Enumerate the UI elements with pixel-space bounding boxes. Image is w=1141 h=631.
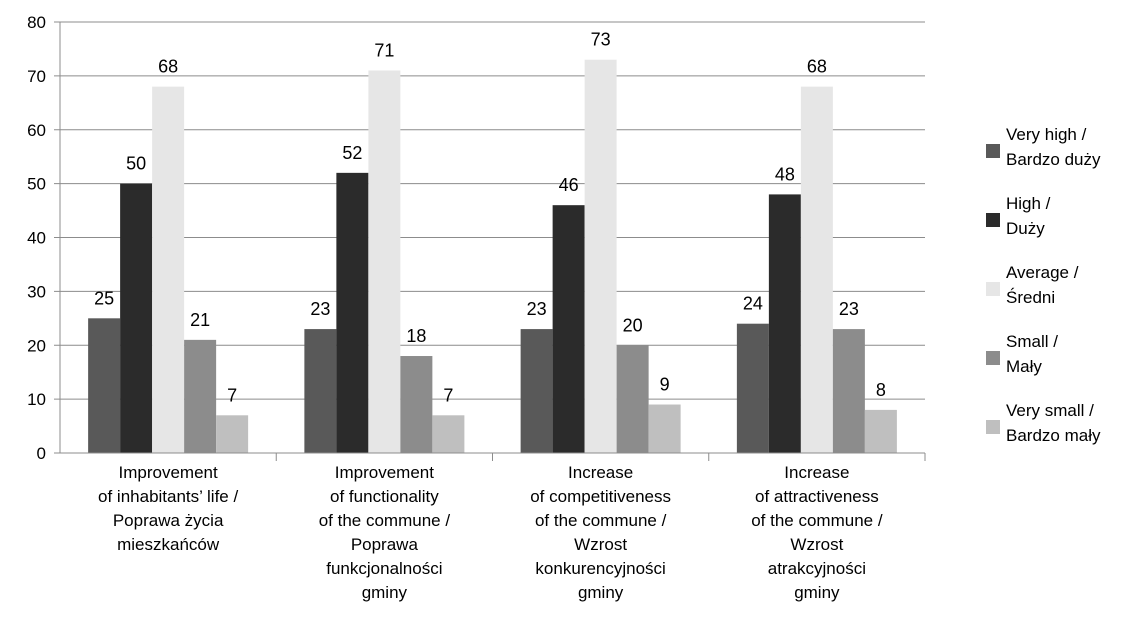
category-label: gminy	[578, 583, 624, 602]
legend-swatch	[986, 282, 1000, 296]
y-tick-label: 0	[37, 444, 46, 463]
bar	[616, 345, 649, 453]
category-label: Improvement	[335, 463, 434, 482]
legend-label: Average /	[1006, 263, 1079, 282]
bar	[400, 356, 433, 453]
bar	[584, 59, 617, 454]
data-label: 23	[310, 299, 330, 319]
bar	[152, 86, 185, 454]
data-label: 20	[623, 315, 643, 335]
category-label: Wzrost	[574, 535, 627, 554]
data-label: 7	[443, 385, 453, 405]
bar	[520, 329, 553, 453]
legend-label: Very high /	[1006, 125, 1087, 144]
bar	[88, 318, 121, 453]
category-label: gminy	[794, 583, 840, 602]
legend-label: High /	[1006, 194, 1051, 213]
category-label: of competitiveness	[530, 487, 671, 506]
legend-label: Mały	[1006, 357, 1042, 376]
y-tick-label: 10	[27, 390, 46, 409]
bar	[800, 86, 833, 454]
category-label: Increase	[568, 463, 633, 482]
y-tick-label: 50	[27, 175, 46, 194]
category-label: of inhabitants’ life /	[98, 487, 238, 506]
bar	[648, 404, 681, 453]
data-label: 71	[374, 40, 394, 60]
data-label: 9	[660, 375, 670, 395]
bar	[832, 329, 865, 453]
category-label: funkcjonalności	[326, 559, 442, 578]
category-label: of the commune /	[535, 511, 667, 530]
category-label: of the commune /	[319, 511, 451, 530]
y-tick-label: 80	[27, 13, 46, 32]
legend-swatch	[986, 213, 1000, 227]
legend-swatch	[986, 144, 1000, 158]
labels: 0 10 20 30 40 50 60 70 80 25 50 68 21 7 Improvement of …	[27, 13, 886, 602]
category-label: mieszkańców	[117, 535, 220, 554]
data-label: 52	[342, 143, 362, 163]
bar	[336, 172, 369, 453]
data-label: 8	[876, 380, 886, 400]
data-label: 23	[527, 299, 547, 319]
category-label: atrakcyjności	[768, 559, 866, 578]
bar	[768, 194, 801, 453]
category-label: Increase	[784, 463, 849, 482]
y-tick-label: 60	[27, 121, 46, 140]
legend-label: Duży	[1006, 219, 1045, 238]
bar	[120, 183, 153, 453]
data-label: 68	[158, 57, 178, 77]
data-label: 46	[559, 175, 579, 195]
data-label: 7	[227, 385, 237, 405]
legend-swatch	[986, 351, 1000, 365]
data-label: 73	[591, 30, 611, 50]
category-label: konkurencyjności	[535, 559, 665, 578]
bar	[216, 415, 249, 453]
bar	[184, 339, 217, 453]
category-label: of functionality	[330, 487, 439, 506]
bar	[368, 70, 401, 454]
bar	[552, 205, 585, 453]
bar	[736, 323, 769, 453]
category-label: gminy	[362, 583, 408, 602]
legend: Very high / Bardzo duży High / Duży Average …	[986, 125, 1101, 445]
y-tick-label: 40	[27, 229, 46, 248]
category-label: Poprawa życia	[113, 511, 224, 530]
data-label: 24	[743, 294, 763, 314]
y-tick-label: 30	[27, 282, 46, 301]
y-tick-label: 70	[27, 67, 46, 86]
data-label: 21	[190, 310, 210, 330]
data-label: 23	[839, 299, 859, 319]
bars	[88, 59, 897, 454]
data-label: 25	[94, 288, 114, 308]
data-label: 68	[807, 57, 827, 77]
bar	[304, 329, 337, 453]
legend-label: Very small /	[1006, 401, 1094, 420]
category-label: of attractiveness	[755, 487, 879, 506]
data-label: 48	[775, 164, 795, 184]
legend-label: Średni	[1006, 288, 1055, 307]
category-label: Wzrost	[790, 535, 843, 554]
legend-label: Small /	[1006, 332, 1058, 351]
category-label: Improvement	[119, 463, 218, 482]
data-label: 50	[126, 154, 146, 174]
axes	[54, 21, 926, 461]
legend-label: Bardzo duży	[1006, 150, 1101, 169]
category-label: of the commune /	[751, 511, 883, 530]
legend-swatch	[986, 420, 1000, 434]
y-tick-label: 20	[27, 336, 46, 355]
bar	[864, 409, 897, 453]
bar	[432, 415, 465, 453]
data-label: 18	[406, 326, 426, 346]
category-label: Poprawa	[351, 535, 419, 554]
legend-label: Bardzo mały	[1006, 426, 1101, 445]
